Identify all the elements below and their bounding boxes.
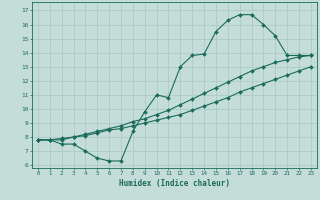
X-axis label: Humidex (Indice chaleur): Humidex (Indice chaleur) [119, 179, 230, 188]
